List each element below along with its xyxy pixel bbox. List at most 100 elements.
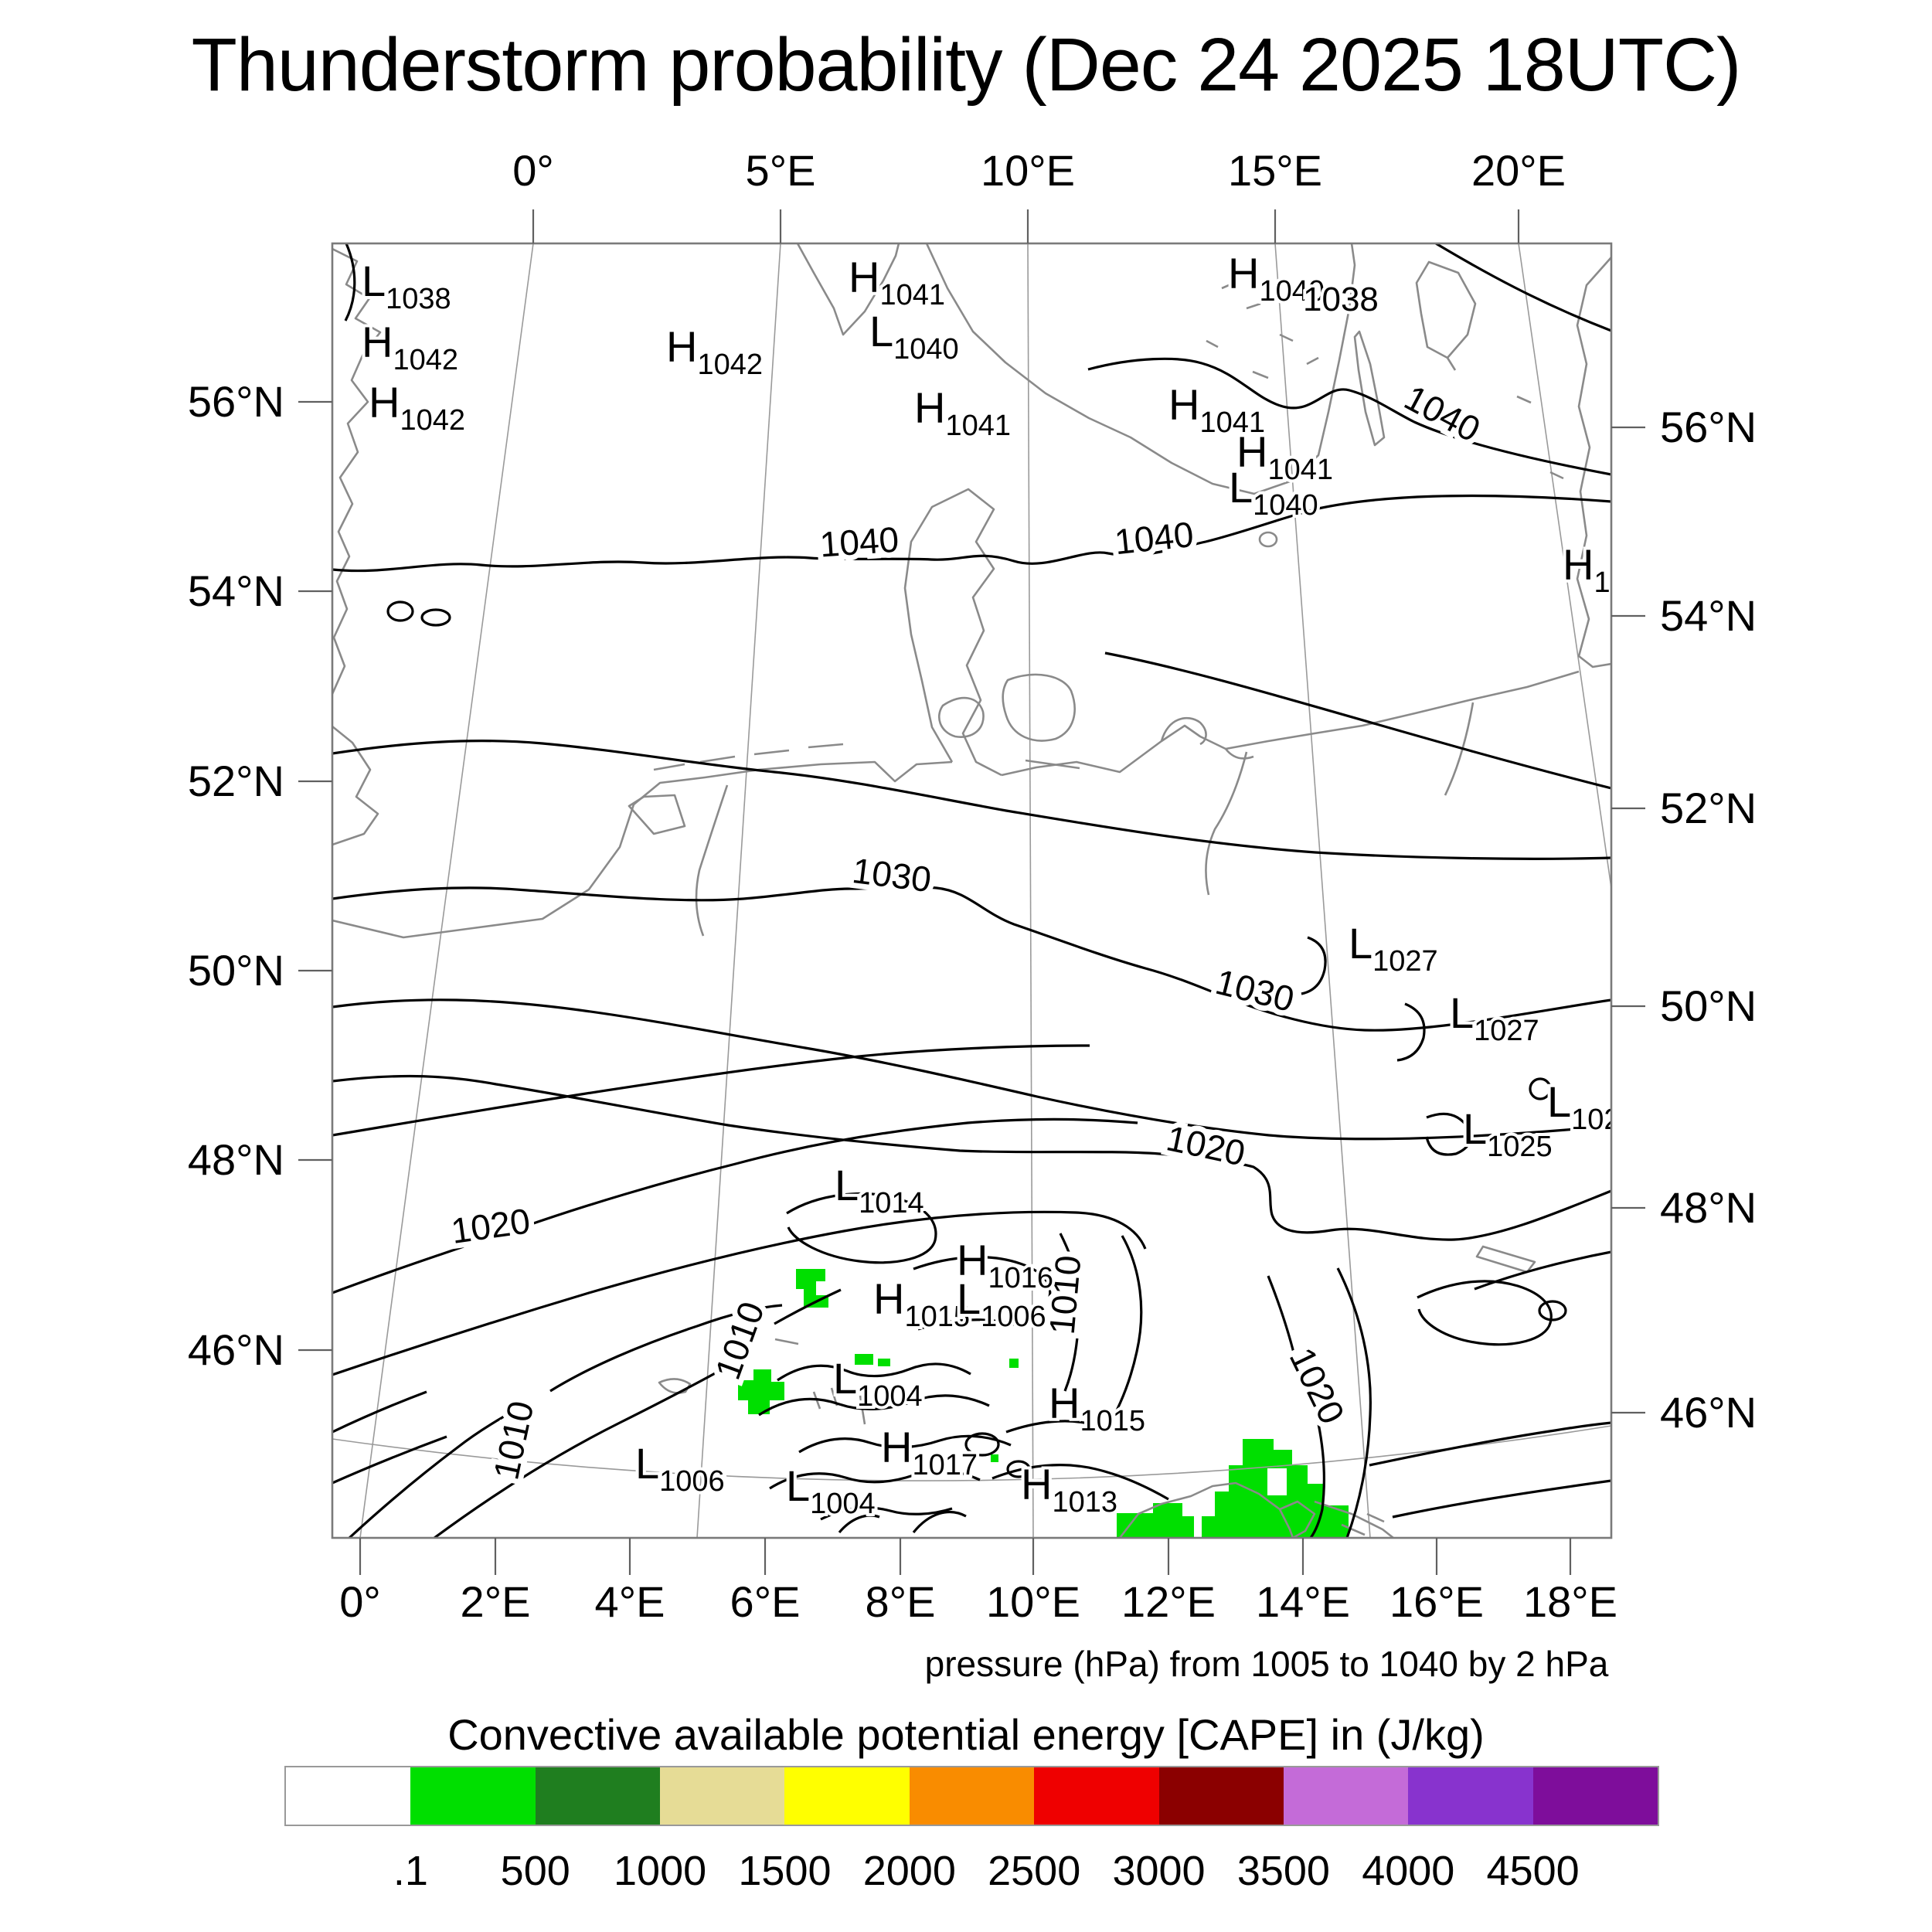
coastline (1206, 281, 1319, 379)
cape-threshold-label: 4000 (1362, 1848, 1455, 1894)
isobar-line (1006, 1460, 1031, 1478)
cape-fill-patch (991, 1454, 998, 1462)
pressure-center-L: L1004 (833, 1354, 923, 1413)
axis-tick-label: 12°E (1121, 1577, 1216, 1626)
cape-color-cell-3 (660, 1767, 785, 1825)
pressure-legend-text: pressure (hPa) from 1005 to 1040 by 2 hP… (924, 1644, 1609, 1684)
axis-tick-label: 4°E (595, 1577, 665, 1626)
graticule-line (332, 1425, 1611, 1481)
isobar-line (1474, 1250, 1611, 1291)
isobar-line (332, 1390, 427, 1434)
cape-color-cell-6 (1034, 1767, 1159, 1825)
pressure-center-H: H1013 (1021, 1460, 1117, 1519)
isobar-line (838, 1514, 880, 1534)
axis-tick-label: 8°E (866, 1577, 936, 1626)
pressure-center-H: H1015 (1049, 1379, 1145, 1437)
isobar-line (1104, 651, 1611, 790)
coastline (1576, 257, 1611, 668)
coastline (1224, 748, 1254, 760)
axis-tick-label: 10°E (981, 146, 1075, 195)
graticule-line (1274, 243, 1371, 1538)
isobar-label: 1030 (1212, 961, 1298, 1019)
isobar-line (769, 1469, 981, 1490)
axis-tick-label: 54°N (1660, 591, 1757, 640)
cape-color-cell-4 (784, 1767, 910, 1825)
coastline (633, 760, 953, 806)
axis-tick-label: 20°E (1471, 146, 1566, 195)
isobar-line (1392, 1479, 1611, 1519)
isobar-line (1301, 936, 1327, 995)
axis-tick-label: 15°E (1228, 146, 1322, 195)
map-inner: 1040 104010401030103010201020102010101010… (332, 243, 1637, 1538)
isobar-label: 1040 (818, 519, 900, 565)
axis-tick-label: 16°E (1389, 1577, 1484, 1626)
cape-threshold-label: .1 (393, 1848, 428, 1894)
cape-threshold-label: 2500 (988, 1848, 1081, 1894)
colorbar-title: Convective available potential energy [C… (447, 1710, 1485, 1759)
coastline (1279, 1500, 1316, 1538)
pressure-center-L: L1006 (635, 1439, 725, 1498)
pressure-center-H: H1042 (369, 378, 465, 437)
axis-tick-label: 2°E (461, 1577, 531, 1626)
cape-fill-patch (1117, 1503, 1194, 1538)
coastline (695, 702, 1475, 937)
cape-color-cell-10 (1532, 1767, 1658, 1825)
pressure-center-H: H1017 (881, 1423, 978, 1481)
coastline (332, 247, 382, 695)
axis-tick-label: 46°N (188, 1325, 284, 1374)
axis-tick-label: 0° (512, 146, 554, 195)
cape-color-cell-7 (1158, 1767, 1284, 1825)
axis-tick-label: 48°N (188, 1135, 284, 1184)
coastline (1160, 716, 1207, 746)
cape-color-cell-9 (1408, 1767, 1533, 1825)
isobar-line (434, 1288, 842, 1538)
axis-tick-label: 5°E (746, 146, 816, 195)
coastline (1415, 260, 1477, 371)
cape-colorbar (284, 1766, 1659, 1826)
isobar-label: 1020 (448, 1200, 532, 1251)
isobar-line (992, 1464, 1169, 1501)
axis-tick-label: 50°N (1660, 981, 1757, 1030)
axis-tick-label: 52°N (1660, 784, 1757, 832)
pressure-center-H: H1042 (666, 322, 763, 381)
coastline (903, 488, 1002, 777)
coastline (653, 743, 844, 771)
coastline (1258, 531, 1278, 548)
axis-tick-label: 14°E (1256, 1577, 1350, 1626)
pressure-center-L: L1004 (786, 1461, 876, 1520)
isobar-line (913, 1256, 1052, 1298)
isobar-line (332, 1210, 1147, 1376)
cape-threshold-label: 3500 (1236, 1848, 1330, 1894)
isobar-line (332, 886, 1611, 1032)
isobar-line (1005, 1420, 1092, 1434)
isobar-line (1538, 1300, 1567, 1321)
isobar-line (332, 740, 1611, 860)
cape-threshold-label: 1500 (738, 1848, 832, 1894)
isobar-line (344, 243, 356, 321)
cape-color-cell-1 (410, 1767, 536, 1825)
isobar-line (917, 1318, 1015, 1331)
isobar-line (332, 998, 1611, 1141)
isobar-line (348, 1304, 783, 1538)
isobar-line (332, 1074, 1611, 1241)
isobar-line (332, 1435, 447, 1485)
coastline (938, 696, 985, 738)
pressure-legend-box: pressure (hPa) from 1005 to 1040 by 2 hP… (920, 1638, 1614, 1689)
pressure-center-L: L1027 (1349, 919, 1438, 978)
axis-tick-label: 56°N (1660, 403, 1757, 451)
isobar-line (332, 494, 1611, 573)
pressure-center-L: L1025 (1463, 1104, 1553, 1163)
cape-color-cell-5 (909, 1767, 1035, 1825)
pressure-center-L: L1024 (1547, 1077, 1637, 1136)
graticule-line (1518, 243, 1611, 889)
cape-threshold-label: 4500 (1486, 1848, 1580, 1894)
coastline (1353, 330, 1386, 447)
pressure-center-H: H1015 (873, 1274, 970, 1333)
isobar-line (1267, 1275, 1326, 1538)
isobar-line (1529, 1077, 1552, 1100)
isobar-label: 1020 (1282, 1342, 1353, 1430)
pressure-center-H: H1041 (914, 383, 1011, 442)
axis-tick-label: 6°E (730, 1577, 801, 1626)
axis-tick-label: 48°N (1660, 1183, 1757, 1232)
